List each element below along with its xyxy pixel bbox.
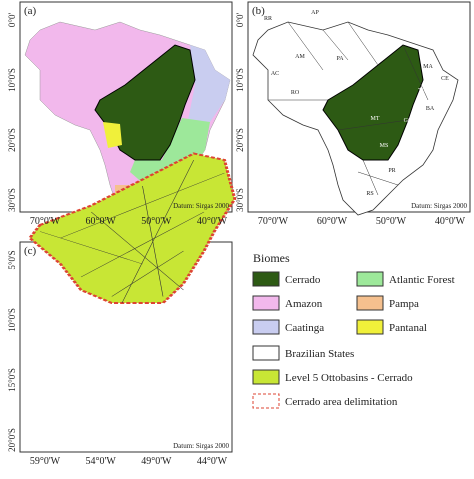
state-label: MS (380, 143, 389, 149)
legend-label: Level 5 Ottobasins - Cerrado (285, 372, 413, 384)
legend-swatch (356, 319, 384, 335)
state-label: GO (404, 118, 413, 124)
state-label: MG (407, 136, 417, 142)
y-tick-label: 10°0'S (235, 68, 245, 92)
legend-label: Pantanal (389, 322, 427, 334)
state-label: AP (311, 10, 319, 16)
legend-swatch (252, 393, 280, 409)
state-label: PR (388, 168, 395, 174)
legend-label: Atlantic Forest (389, 274, 455, 286)
state-label: BA (426, 106, 435, 112)
y-tick-label: 20°0'S (7, 128, 17, 152)
x-tick-label: 70°0'W (258, 216, 289, 227)
legend-swatch (252, 271, 280, 287)
y-tick-label: 30°0'S (235, 188, 245, 212)
state-label: PA (336, 56, 344, 62)
y-tick-label: 15°0'S (7, 368, 17, 392)
state-label: RS (366, 191, 373, 197)
panel-label: (b) (252, 5, 265, 17)
legend-label: Cerrado (285, 274, 321, 286)
x-tick-label: 49°0'W (141, 456, 172, 467)
legend-label: Brazilian States (285, 348, 354, 360)
x-tick-label: 70°0'W (30, 216, 61, 227)
y-tick-label: 10°0'S (7, 68, 17, 92)
x-tick-label: 54°0'W (86, 456, 117, 467)
panel-b (247, 1, 471, 216)
x-tick-label: 40°0'W (435, 216, 466, 227)
x-tick-label: 60°0'W (317, 216, 348, 227)
legend-title: Biomes (253, 251, 290, 265)
y-tick-label: 10°0'S (7, 308, 17, 332)
legend-swatch (356, 295, 384, 311)
legend-swatch (356, 271, 384, 287)
state-label: MT (371, 116, 380, 122)
y-tick-label: 0°0' (235, 13, 245, 28)
state-label: TO (418, 88, 427, 94)
legend-label: Cerrado area delimitation (285, 396, 398, 408)
x-tick-label: 59°0'W (30, 456, 61, 467)
legend-swatch (252, 319, 280, 335)
datum: Datum: Sirgas 2000 (173, 202, 229, 210)
panel-c (19, 151, 237, 453)
legend-swatch (252, 345, 280, 361)
y-tick-label: 5°0'S (7, 250, 17, 269)
x-tick-label: 60°0'W (86, 216, 117, 227)
panel-label: (a) (24, 5, 37, 17)
state-label: AC (271, 71, 279, 77)
x-tick-label: 50°0'W (141, 216, 172, 227)
panel-label: (c) (24, 245, 37, 257)
legend-label: Amazon (285, 298, 323, 310)
y-tick-label: 30°0'S (7, 188, 17, 212)
legend-label: Pampa (389, 298, 419, 310)
x-tick-label: 44°0'W (197, 456, 228, 467)
legend-label: Caatinga (285, 322, 324, 334)
x-tick-label: 40°0'W (197, 216, 228, 227)
datum: Datum: Sirgas 2000 (411, 202, 467, 210)
state-label: MA (423, 64, 433, 70)
state-label: RO (291, 90, 300, 96)
legend: Biomes Cerrado Atlantic Forest Amazon Pampa… (252, 251, 455, 409)
state-label: RR (264, 16, 272, 22)
y-tick-label: 0°0' (7, 13, 17, 28)
state-label: CE (441, 76, 449, 82)
state-label: AM (295, 54, 305, 60)
state-label: DF (416, 114, 424, 120)
y-tick-label: 20°0'S (7, 428, 17, 452)
y-tick-label: 20°0'S (235, 128, 245, 152)
legend-swatch (252, 295, 280, 311)
x-tick-label: 50°0'W (376, 216, 407, 227)
datum: Datum: Sirgas 2000 (173, 442, 229, 450)
legend-swatch (252, 369, 280, 385)
